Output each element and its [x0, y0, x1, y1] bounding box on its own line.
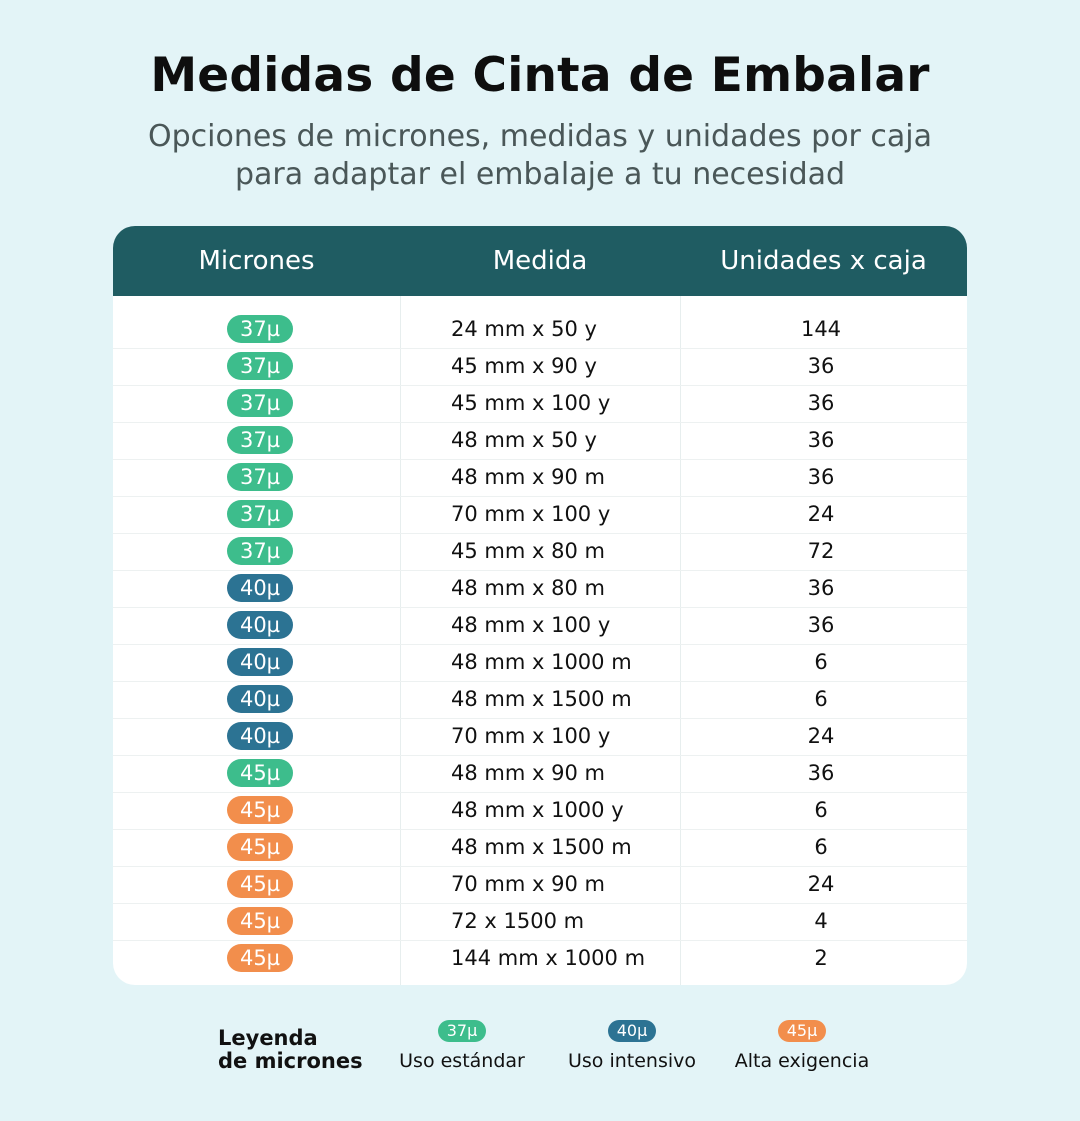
medida-cell: 48 mm x 1500 m [451, 687, 632, 711]
tape-sizes-table: Micrones Medida Unidades x caja 37µ 24 mm… [113, 226, 967, 985]
column-divider [680, 296, 681, 985]
micron-badge: 40µ [227, 648, 293, 676]
unidades-cell: 2 [814, 946, 828, 970]
micron-badge: 45µ [227, 833, 293, 861]
legend-label: Uso intensivo [567, 1050, 697, 1072]
unidades-cell: 36 [807, 576, 835, 600]
micron-badge: 45µ [227, 907, 293, 935]
header-unidades: Unidades x caja [720, 246, 927, 276]
micron-badge: 40µ [227, 722, 293, 750]
table-row: 40µ 48 mm x 80 m 36 [113, 570, 967, 608]
table-row: 45µ 70 mm x 90 m 24 [113, 866, 967, 904]
unidades-cell: 36 [807, 613, 835, 637]
micron-badge: 40µ [227, 611, 293, 639]
unidades-cell: 72 [807, 539, 835, 563]
medida-cell: 70 mm x 90 m [451, 872, 605, 896]
medida-cell: 48 mm x 90 m [451, 465, 605, 489]
table-row: 37µ 70 mm x 100 y 24 [113, 496, 967, 534]
micron-badge: 37µ [227, 352, 293, 380]
unidades-cell: 144 [800, 317, 842, 341]
medida-cell: 72 x 1500 m [451, 909, 585, 933]
medida-cell: 70 mm x 100 y [451, 502, 611, 526]
micron-badge: 37µ [227, 500, 293, 528]
table-row: 37µ 48 mm x 50 y 36 [113, 422, 967, 460]
unidades-cell: 4 [814, 909, 828, 933]
micron-badge: 37µ [227, 389, 293, 417]
unidades-cell: 36 [807, 465, 835, 489]
table-row: 37µ 45 mm x 100 y 36 [113, 385, 967, 423]
subtitle-line-1: Opciones de micrones, medidas y unidades… [147, 119, 933, 154]
micron-badge: 37µ [227, 463, 293, 491]
legend-item-37: 37µ Uso estándar [377, 1020, 547, 1072]
legend-badge: 37µ [438, 1020, 486, 1042]
medida-cell: 48 mm x 50 y [451, 428, 597, 452]
page-subtitle: Opciones de micrones, medidas y unidades… [0, 118, 1080, 194]
unidades-cell: 24 [807, 502, 835, 526]
legend-label: Alta exigencia [734, 1050, 870, 1072]
table-row: 37µ 45 mm x 80 m 72 [113, 533, 967, 571]
micron-badge: 45µ [227, 870, 293, 898]
micron-badge: 45µ [227, 759, 293, 787]
table-row: 37µ 45 mm x 90 y 36 [113, 348, 967, 386]
legend-item-40: 40µ Uso intensivo [547, 1020, 717, 1072]
micron-badge: 40µ [227, 685, 293, 713]
micron-badge: 40µ [227, 574, 293, 602]
legend-item-45: 45µ Alta exigencia [717, 1020, 887, 1072]
legend-title: Leyenda de micrones [218, 1027, 363, 1073]
unidades-cell: 6 [814, 835, 828, 859]
unidades-cell: 36 [807, 761, 835, 785]
micron-badge: 37µ [227, 537, 293, 565]
page-title: Medidas de Cinta de Embalar [150, 48, 930, 103]
table-row: 37µ 48 mm x 90 m 36 [113, 459, 967, 497]
table-row: 40µ 70 mm x 100 y 24 [113, 718, 967, 756]
table-row: 40µ 48 mm x 1500 m 6 [113, 681, 967, 719]
unidades-cell: 6 [814, 650, 828, 674]
table-row: 45µ 72 x 1500 m 4 [113, 903, 967, 941]
medida-cell: 48 mm x 1000 y [451, 798, 624, 822]
micron-badge: 45µ [227, 944, 293, 972]
medida-cell: 48 mm x 80 m [451, 576, 605, 600]
table-row: 40µ 48 mm x 1000 m 6 [113, 644, 967, 682]
medida-cell: 144 mm x 1000 m [451, 946, 646, 970]
legend-badge: 40µ [608, 1020, 656, 1042]
table-row: 45µ 48 mm x 1500 m 6 [113, 829, 967, 867]
medida-cell: 48 mm x 100 y [451, 613, 611, 637]
legend-label: Uso estándar [399, 1050, 525, 1072]
header-micrones: Micrones [198, 246, 315, 276]
unidades-cell: 6 [814, 687, 828, 711]
medida-cell: 45 mm x 100 y [451, 391, 611, 415]
unidades-cell: 36 [807, 354, 835, 378]
legend-title-line-2: de micrones [218, 1049, 363, 1073]
micron-badge: 37µ [227, 315, 293, 343]
table-header: Micrones Medida Unidades x caja [113, 226, 967, 296]
table-row: 37µ 24 mm x 50 y 144 [113, 311, 967, 349]
column-divider [400, 296, 401, 985]
medida-cell: 48 mm x 90 m [451, 761, 605, 785]
subtitle-line-2: para adaptar el embalaje a tu necesidad [234, 157, 846, 192]
unidades-cell: 24 [807, 872, 835, 896]
unidades-cell: 24 [807, 724, 835, 748]
unidades-cell: 36 [807, 391, 835, 415]
legend-title-line-1: Leyenda [218, 1026, 318, 1050]
legend-badge: 45µ [778, 1020, 826, 1042]
micron-badge: 37µ [227, 426, 293, 454]
medida-cell: 45 mm x 90 y [451, 354, 597, 378]
medida-cell: 48 mm x 1500 m [451, 835, 632, 859]
table-row: 45µ 48 mm x 90 m 36 [113, 755, 967, 793]
micron-badge: 45µ [227, 796, 293, 824]
unidades-cell: 6 [814, 798, 828, 822]
unidades-cell: 36 [807, 428, 835, 452]
header-medida: Medida [492, 246, 588, 276]
table-row: 45µ 48 mm x 1000 y 6 [113, 792, 967, 830]
table-row: 40µ 48 mm x 100 y 36 [113, 607, 967, 645]
medida-cell: 24 mm x 50 y [451, 317, 597, 341]
medida-cell: 45 mm x 80 m [451, 539, 605, 563]
medida-cell: 70 mm x 100 y [451, 724, 611, 748]
table-row: 45µ 144 mm x 1000 m 2 [113, 940, 967, 977]
medida-cell: 48 mm x 1000 m [451, 650, 632, 674]
